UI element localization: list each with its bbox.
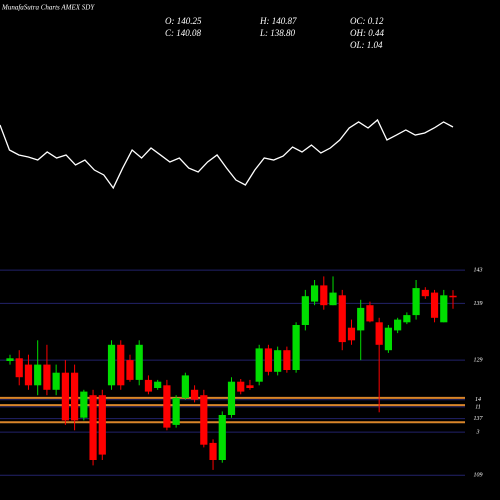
candle-body xyxy=(89,395,97,460)
candle-body xyxy=(107,344,116,386)
candle-body xyxy=(357,307,365,331)
candle-body xyxy=(412,288,420,316)
chart-title: MunafaSutra Charts AMEX SDY xyxy=(1,4,95,12)
candle-body xyxy=(338,295,346,343)
candle-body xyxy=(144,379,153,392)
stat-label: H: 140.87 xyxy=(259,16,297,26)
candle-body xyxy=(292,325,300,370)
candle-body xyxy=(218,415,226,460)
candle-body xyxy=(264,348,273,372)
candle-body xyxy=(366,305,374,322)
candle-body xyxy=(347,327,356,341)
candle-body xyxy=(255,348,263,382)
indicator-line xyxy=(0,118,454,190)
candle-body xyxy=(449,295,457,298)
candle-body xyxy=(154,381,162,388)
candle-body xyxy=(384,327,392,351)
stat-label: C: 140.08 xyxy=(165,28,202,38)
candle-body xyxy=(283,350,291,370)
candle-body xyxy=(117,344,125,386)
candle-body xyxy=(34,364,42,386)
y-tick-label: 3 xyxy=(476,429,480,435)
candle-body xyxy=(246,385,254,388)
candle-body xyxy=(52,372,60,390)
candle-body xyxy=(440,295,448,323)
candle-body xyxy=(181,375,189,398)
stat-label: O: 140.25 xyxy=(165,16,202,26)
y-tick-label: 129 xyxy=(474,357,483,363)
stat-label: OL: 1.04 xyxy=(350,40,383,50)
candle-body xyxy=(135,344,143,380)
candle-body xyxy=(98,395,106,455)
candle-body xyxy=(200,395,208,445)
y-tick-label: 139 xyxy=(474,301,483,307)
candle-body xyxy=(310,285,319,302)
candle-body xyxy=(430,292,439,318)
candle-body xyxy=(274,350,282,372)
candle-body xyxy=(172,397,180,425)
candle-body xyxy=(126,360,134,380)
candle-body xyxy=(43,364,51,390)
candle-body xyxy=(403,315,411,323)
candle-body xyxy=(15,358,23,378)
y-tick-label: 109 xyxy=(474,473,483,479)
candle-body xyxy=(394,319,402,331)
candle-body xyxy=(6,358,14,361)
candle-body xyxy=(237,381,245,392)
candle-body xyxy=(61,372,69,421)
candle-body xyxy=(329,292,337,306)
candle-body xyxy=(375,322,383,345)
candle-body xyxy=(301,296,309,325)
y-tick-label: 11 xyxy=(475,404,481,410)
stat-label: OC: 0.12 xyxy=(350,16,384,26)
candle-body xyxy=(190,389,199,400)
y-tick-label: 14 xyxy=(475,396,481,403)
candle-body xyxy=(227,381,236,415)
stat-label: L: 138.80 xyxy=(259,28,296,38)
candle-body xyxy=(24,364,33,386)
candle-body xyxy=(209,442,217,460)
candle-body xyxy=(320,285,328,306)
candle-body xyxy=(80,391,88,418)
candle-body xyxy=(421,289,429,297)
y-tick-label: 137 xyxy=(474,416,484,422)
candle-body xyxy=(163,385,171,428)
y-tick-label: 143 xyxy=(474,266,483,273)
candle-body xyxy=(71,372,79,421)
stat-label: OH: 0.44 xyxy=(350,28,384,38)
